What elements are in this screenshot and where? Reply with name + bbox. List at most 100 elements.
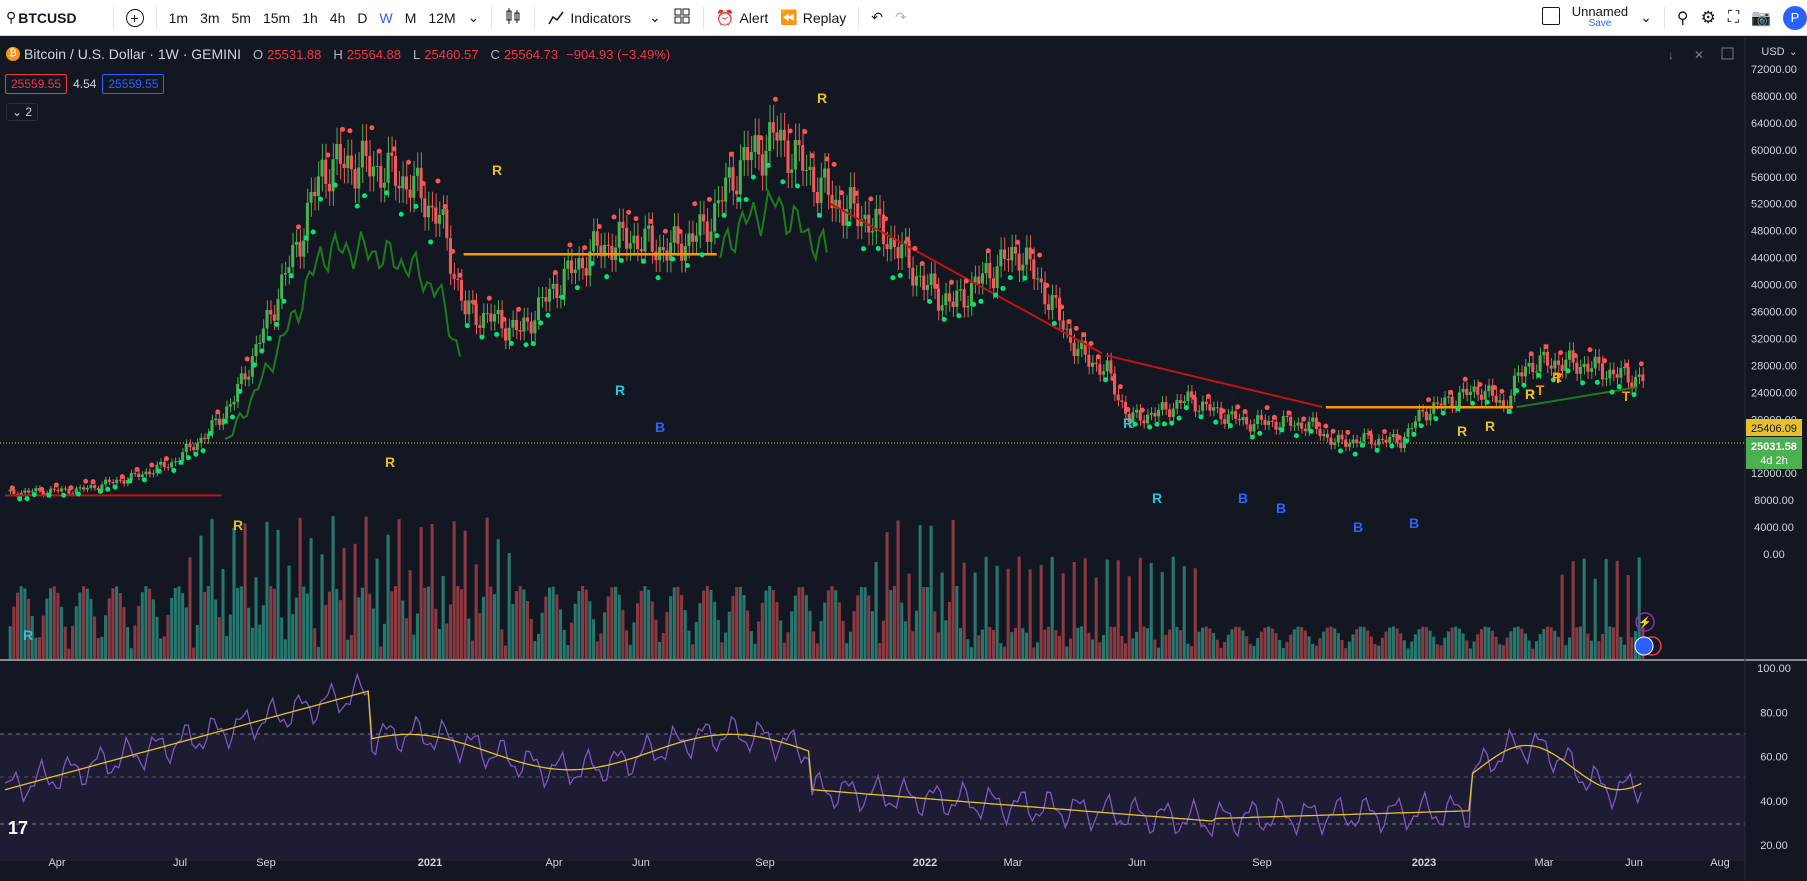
- candle-body: [815, 191, 819, 204]
- timeframe-d[interactable]: D: [357, 9, 368, 26]
- candle-body: [1322, 434, 1326, 437]
- fullscreen-button[interactable]: ⛶: [1722, 9, 1745, 27]
- volume-bar: [804, 595, 808, 659]
- volume-bar: [786, 632, 790, 659]
- snapshot-button[interactable]: 📷: [1745, 8, 1777, 28]
- candle-body: [52, 488, 56, 490]
- volume-bar: [951, 520, 955, 659]
- price-axis[interactable]: 72000.00 68000.00 64000.00 60000.00 56000.00…: [1751, 64, 1797, 561]
- signal-dot: [853, 190, 859, 196]
- rsi-axis[interactable]: 100.00 80.00 60.00 40.00 20.00: [1757, 663, 1791, 852]
- candle-body: [845, 208, 849, 226]
- volume-bar: [503, 645, 508, 659]
- indicator-value-blue: 25559.55: [102, 74, 165, 94]
- redo-button[interactable]: ↷: [889, 9, 913, 26]
- arrow-down-icon[interactable]: ↓: [1668, 48, 1674, 62]
- candle-body: [467, 300, 471, 315]
- volume-bar: [955, 586, 959, 659]
- time-axis[interactable]: Apr Jul Sep 2021 Apr Jun Sep 2022 Mar Jun Sep 2023 M…: [48, 857, 1729, 869]
- candle-body: [1626, 366, 1630, 383]
- bar-countdown: 4d 2h: [1760, 455, 1788, 467]
- chevron-down-icon[interactable]: ⌄: [1640, 9, 1652, 25]
- collapse-indicators-button[interactable]: ⌄ 2: [6, 103, 39, 121]
- signal-marker: R: [1123, 415, 1133, 431]
- quick-search-button[interactable]: ⚲: [1671, 8, 1695, 28]
- signal-dot: [655, 275, 661, 281]
- undo-button[interactable]: ↶: [865, 9, 889, 26]
- layout-name-button[interactable]: Unnamed Save: [1566, 5, 1634, 30]
- timeframe-m[interactable]: M: [404, 9, 417, 26]
- chevron-down-icon[interactable]: ⌄: [467, 9, 480, 25]
- volume-bar: [1586, 633, 1590, 659]
- signal-dot: [846, 221, 852, 227]
- volume-bar: [1234, 626, 1238, 659]
- volume-bar: [936, 632, 940, 659]
- candle-body: [786, 140, 790, 173]
- volume-bar: [933, 611, 937, 659]
- timeframe-3m[interactable]: 3m: [200, 9, 220, 26]
- candle-body: [111, 481, 115, 484]
- timeframe-4h[interactable]: 4h: [329, 9, 346, 26]
- volume-bar: [412, 634, 416, 659]
- candle-body: [1450, 396, 1454, 408]
- volume-bar: [1340, 640, 1344, 659]
- candle-body: [258, 342, 262, 345]
- fullscreen-toggle[interactable]: [1536, 7, 1566, 28]
- layouts-button[interactable]: [667, 7, 697, 28]
- legend-title[interactable]: Bitcoin / U.S. Dollar · 1W · GEMINI: [24, 46, 242, 62]
- candle-body: [107, 479, 111, 482]
- candle-body: [1413, 421, 1417, 428]
- candle-body: [100, 484, 104, 491]
- candle-body: [536, 297, 541, 321]
- grid-icon: [674, 8, 690, 24]
- signal-dot: [112, 484, 118, 490]
- tradingview-logo[interactable]: 17: [8, 818, 28, 838]
- volume-bar: [1630, 637, 1634, 659]
- symbol-search[interactable]: BTCUSD: [18, 9, 77, 26]
- candle-body: [294, 241, 298, 245]
- volume-bar: [1105, 559, 1109, 659]
- volume-bar: [1344, 648, 1348, 659]
- indicators-button[interactable]: Indicators ⌄: [541, 0, 666, 36]
- search-icon[interactable]: ⚲: [6, 9, 17, 25]
- currency-label[interactable]: USD: [1761, 46, 1784, 58]
- flag-icon[interactable]: [1634, 636, 1654, 656]
- alert-button[interactable]: ⏰ Alert: [710, 0, 774, 36]
- timeframe-12m[interactable]: 12M: [428, 9, 456, 26]
- close-icon[interactable]: ✕: [1694, 48, 1704, 62]
- timeframe-15m[interactable]: 15m: [262, 9, 291, 26]
- volume-bar: [276, 529, 280, 659]
- timeframe-1h[interactable]: 1h: [302, 9, 318, 26]
- volume-bar: [1046, 626, 1051, 659]
- volume-bar: [922, 586, 926, 659]
- chart-type-button[interactable]: [498, 7, 528, 28]
- candle-body: [742, 147, 746, 161]
- timeframe-1m[interactable]: 1m: [168, 9, 189, 26]
- candle-body: [834, 199, 838, 209]
- signal-dot: [971, 301, 977, 307]
- replay-button[interactable]: ⏪ Replay: [774, 0, 852, 36]
- profile-button[interactable]: P: [1777, 5, 1807, 30]
- settings-button[interactable]: ⚙: [1695, 8, 1722, 28]
- candle-body: [731, 167, 735, 191]
- signal-dot: [706, 196, 712, 202]
- maximize-icon[interactable]: [1721, 47, 1734, 60]
- volume-bar: [1032, 647, 1036, 659]
- add-symbol-button[interactable]: +: [120, 8, 150, 27]
- lightning-icon[interactable]: [1635, 612, 1655, 632]
- candle-body: [1149, 412, 1153, 415]
- alert-label: Alert: [739, 9, 769, 26]
- volume-bar: [1281, 647, 1285, 659]
- chevron-down-icon[interactable]: ⌄: [649, 9, 661, 25]
- candle-body: [999, 249, 1003, 267]
- volume-bar: [250, 627, 254, 659]
- timeframe-w[interactable]: W: [379, 9, 393, 26]
- signal-marker: R: [233, 517, 243, 533]
- candle-body: [1439, 403, 1443, 406]
- volume-bar: [1035, 642, 1040, 659]
- chevron-down-icon[interactable]: ⌄: [1789, 47, 1797, 58]
- timeframe-5m[interactable]: 5m: [231, 9, 251, 26]
- indicator-value-plain: 4.54: [73, 77, 97, 91]
